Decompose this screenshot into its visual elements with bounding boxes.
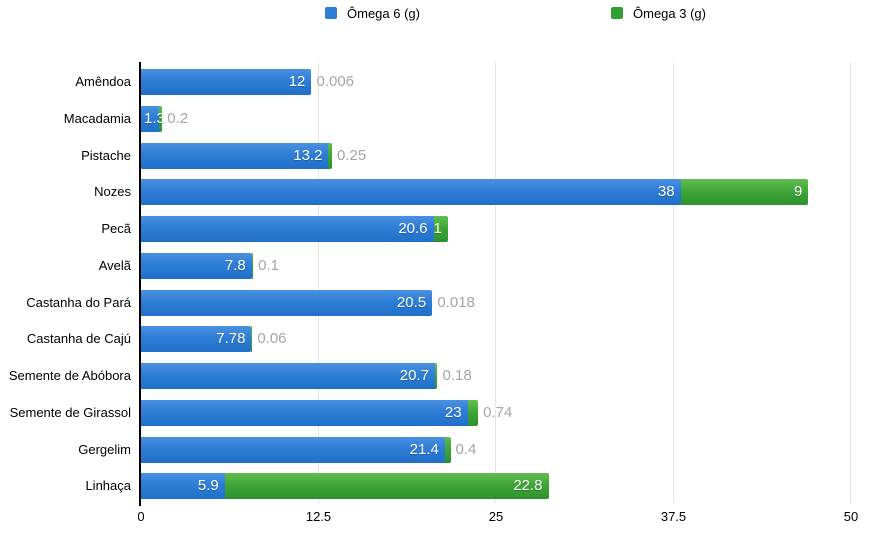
- omega6-bar-segment[interactable]: [141, 436, 445, 463]
- bar-row: 38 9: [141, 179, 851, 206]
- omega3-bar-segment[interactable]: [434, 363, 438, 389]
- x-tick-label: 25: [488, 509, 504, 524]
- omega6-bar-segment[interactable]: [141, 105, 160, 132]
- category-label: Macadamia: [63, 110, 131, 126]
- category-label: Gergelim: [78, 441, 131, 457]
- category-label: Castanha de Cajú: [26, 331, 131, 347]
- omega6-bar-segment[interactable]: [141, 326, 252, 353]
- legend-item-omega3: Ômega 3 (g): [611, 5, 706, 21]
- omega6-value-label: 20.5: [396, 293, 427, 311]
- omega3-value-label: 22.8: [513, 477, 543, 495]
- omega3-value-label: 1: [433, 220, 442, 237]
- category-label: Nozes: [94, 184, 131, 200]
- legend-label-omega3: Ômega 3 (g): [633, 5, 706, 21]
- omega3-bar-segment[interactable]: [433, 216, 448, 242]
- bar-row: 12 0.006: [141, 69, 851, 95]
- plot-area: 12 0.006 1.3 0.2 13.2 0.25 38 9 20.6 1 7.8 0.1 20.5 0…: [141, 62, 851, 503]
- omega3-bar-segment[interactable]: [444, 436, 451, 463]
- omega6-value-label: 13.2: [293, 146, 323, 164]
- gridline: [495, 62, 496, 503]
- category-label: Linhaça: [85, 478, 131, 494]
- omega3-bar-segment[interactable]: [251, 252, 254, 279]
- omega6-bar-segment[interactable]: [141, 69, 312, 95]
- gridline: [850, 62, 851, 503]
- gridline: [318, 62, 319, 503]
- x-tick-label: 12.5: [305, 509, 332, 524]
- category-label: Semente de Girassol: [9, 404, 131, 420]
- omega3-value-label: 0.25: [336, 146, 367, 164]
- omega6-bar-segment[interactable]: [141, 289, 433, 316]
- bar-row: 20.5 0.018: [141, 289, 851, 316]
- x-tick-label: 37.5: [660, 509, 687, 524]
- omega3-value-label: 0.006: [316, 73, 355, 90]
- bar-row: 20.6 1: [141, 216, 851, 242]
- x-tick-label: 50: [843, 509, 859, 524]
- omega3-value-label: 0.06: [257, 330, 287, 348]
- omega3-value-label: 0.18: [442, 367, 472, 384]
- omega3-value-label: 0.74: [483, 403, 513, 421]
- category-label: Semente de Abóbora: [8, 368, 131, 383]
- omega6-value-label: 5.9: [197, 477, 219, 495]
- omega6-value-label: 21.4: [409, 440, 439, 458]
- omega6-bar-segment[interactable]: [141, 363, 435, 389]
- omega6-bar-segment[interactable]: [141, 473, 225, 500]
- omega6-value-label: 20.7: [399, 367, 429, 384]
- omega6-value-label: 23: [444, 403, 462, 421]
- omega6-bar-segment[interactable]: [141, 179, 681, 206]
- omega3-bar-segment[interactable]: [328, 142, 332, 169]
- omega6-value-label: 7.8: [224, 256, 246, 274]
- omega6-value-label: 1.3: [144, 109, 165, 127]
- bar-row: 7.8 0.1: [141, 252, 851, 279]
- omega3-value-label: 0.018: [437, 293, 475, 311]
- category-label: Pecã: [101, 221, 131, 236]
- omega3-bar-segment[interactable]: [680, 179, 809, 206]
- omega3-bar-segment[interactable]: [224, 473, 549, 500]
- category-label: Castanha do Pará: [26, 294, 131, 310]
- omega6-value-label: 12: [288, 73, 306, 90]
- legend-item-omega6: Ômega 6 (g): [325, 5, 420, 21]
- category-label: Amêndoa: [75, 74, 131, 89]
- omega3-bar-segment[interactable]: [251, 326, 253, 353]
- bar-row: 7.78 0.06: [141, 326, 851, 353]
- bar-row: 1.3 0.2: [141, 105, 851, 132]
- omega6-bar-segment[interactable]: [141, 399, 468, 426]
- omega6-legend-swatch-icon: [325, 7, 337, 19]
- omega6-bar-segment[interactable]: [141, 142, 329, 169]
- omega3-bar-segment[interactable]: [467, 399, 479, 426]
- omega3-value-label: 0.1: [258, 256, 280, 274]
- bar-row: 13.2 0.25: [141, 142, 851, 169]
- omega6-bar-segment[interactable]: [141, 252, 252, 279]
- omega3-value-label: 0.4: [455, 440, 477, 458]
- omega3-legend-swatch-icon: [611, 7, 623, 19]
- category-label: Avelã: [98, 257, 131, 273]
- omega3-bar-segment[interactable]: [159, 105, 163, 132]
- omega6-value-label: 7.78: [216, 330, 246, 348]
- bar-row: 5.9 22.8: [141, 473, 851, 500]
- bar-row: 23 0.74: [141, 399, 851, 426]
- category-label: Pistache: [81, 147, 131, 163]
- x-tick-label: 0: [137, 509, 145, 524]
- legend-label-omega6: Ômega 6 (g): [347, 5, 420, 21]
- y-axis-line: [139, 62, 141, 506]
- omega3-value-label: 9: [794, 183, 803, 201]
- bar-row: 21.4 0.4: [141, 436, 851, 463]
- gridline: [673, 62, 674, 503]
- omega3-value-label: 0.2: [167, 109, 189, 127]
- omega6-bar-segment[interactable]: [141, 216, 434, 242]
- omega6-value-label: 38: [657, 183, 675, 201]
- omega6-value-label: 20.6: [398, 220, 428, 237]
- bar-row: 20.7 0.18: [141, 363, 851, 389]
